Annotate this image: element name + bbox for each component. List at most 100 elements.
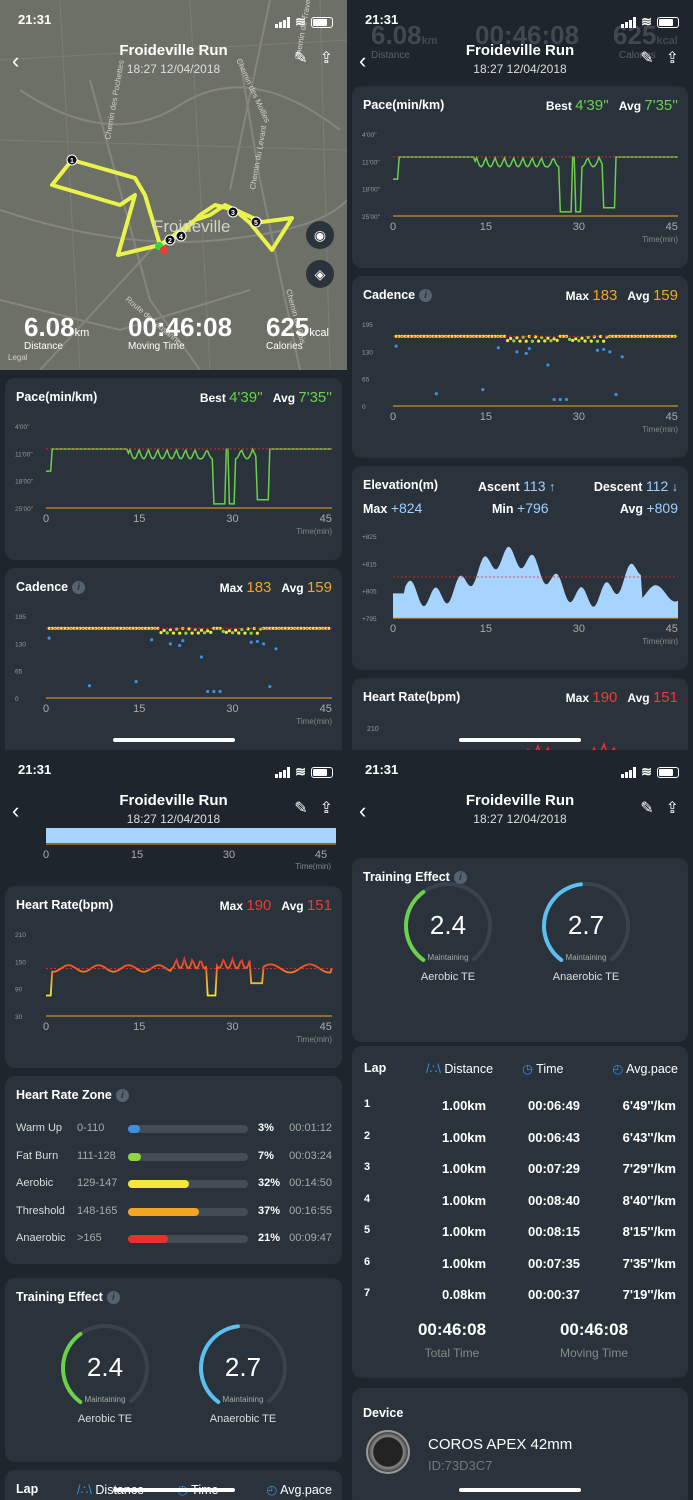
zone-percent: 37% bbox=[258, 1204, 281, 1217]
share-icon[interactable]: ⇪ bbox=[319, 800, 333, 817]
lap-row[interactable]: 4 1.00km 00:08:40 8'40''/km bbox=[364, 1193, 676, 1213]
cadence-point bbox=[274, 626, 278, 630]
signal-icon bbox=[275, 766, 291, 778]
cadence-point bbox=[478, 334, 482, 338]
gauge-label: Anaerobic TE bbox=[553, 971, 619, 983]
cadence-point bbox=[146, 626, 151, 630]
marker-5: 5 bbox=[254, 220, 258, 227]
signal-icon bbox=[621, 16, 637, 28]
lap-distance: 1.00km bbox=[442, 1161, 487, 1176]
share-icon[interactable]: ⇪ bbox=[665, 50, 679, 67]
route-map[interactable]: 1 2 3 4 5 Chemin des Pochettes Chemin de… bbox=[0, 0, 347, 371]
cadence-point bbox=[268, 684, 272, 689]
x-tick: 45 bbox=[320, 1021, 332, 1033]
back-icon[interactable]: ‹ bbox=[12, 798, 20, 823]
activity-title: Froideville Run bbox=[465, 42, 575, 59]
distance-header: Distance bbox=[444, 1062, 494, 1076]
cadence-point bbox=[611, 334, 615, 338]
y-tick: 25'00'' bbox=[15, 506, 33, 513]
lap-header: Lap bbox=[364, 1061, 387, 1075]
lap-number: 3 bbox=[364, 1161, 371, 1173]
edit-icon[interactable]: ✎ bbox=[294, 50, 308, 67]
battery-icon bbox=[657, 16, 679, 28]
y-tick: +815 bbox=[362, 561, 377, 568]
edit-icon[interactable]: ✎ bbox=[640, 50, 654, 67]
cadence-point bbox=[496, 346, 500, 350]
x-axis-unit: Time(min) bbox=[296, 717, 332, 726]
status-bar: 21:31 ≋ bbox=[18, 762, 333, 782]
calories-label: Calories bbox=[266, 341, 303, 352]
y-tick: 25'00'' bbox=[362, 214, 380, 221]
y-tick: +825 bbox=[362, 534, 377, 541]
lap-row[interactable]: 1 1.00km 00:06:49 6'49''/km bbox=[364, 1098, 676, 1118]
stopwatch-icon: ◴ bbox=[612, 1062, 624, 1076]
lap-pace: 8'15''/km bbox=[622, 1224, 676, 1239]
svg-text:30: 30 bbox=[223, 849, 235, 861]
cadence-point bbox=[524, 351, 528, 356]
info-icon[interactable]: i bbox=[419, 289, 433, 303]
device-name: COROS APEX 42mm bbox=[428, 1436, 573, 1453]
view-toggle-button[interactable]: ◉ bbox=[306, 221, 334, 249]
info-icon[interactable]: i bbox=[453, 871, 467, 885]
training-effect-card: Training Effect i 2.4 Maintaining Aerobic T… bbox=[5, 1278, 342, 1462]
pace-avg: 7'35'' bbox=[644, 97, 678, 114]
lap-number: 4 bbox=[364, 1192, 371, 1205]
time-label: Moving Time bbox=[128, 341, 185, 352]
info-icon[interactable]: i bbox=[106, 1291, 120, 1305]
stopwatch-icon: ◴ bbox=[266, 1483, 278, 1497]
gauge-label: Anaerobic TE bbox=[210, 1413, 276, 1425]
y-tick: 11'00'' bbox=[362, 159, 380, 166]
cadence-point bbox=[181, 639, 185, 643]
cadence-point bbox=[202, 631, 207, 635]
cadence-point bbox=[168, 628, 172, 632]
cadence-point bbox=[614, 334, 618, 338]
summary-distance: 6.08km Distance bbox=[24, 312, 89, 352]
cadence-point bbox=[178, 643, 182, 648]
edit-icon[interactable]: ✎ bbox=[640, 800, 654, 817]
gauge-status: Maintaining bbox=[428, 953, 469, 962]
marker-2: 2 bbox=[168, 238, 172, 245]
status-time: 21:31 bbox=[18, 762, 52, 777]
cadence-point bbox=[654, 334, 658, 338]
device-card: Device COROS APEX 42mm ID:73D3C7 bbox=[352, 1388, 688, 1500]
status-time: 21:31 bbox=[365, 762, 399, 777]
edit-icon[interactable]: ✎ bbox=[294, 800, 308, 817]
training-effect-title: Training Effect bbox=[16, 1290, 103, 1304]
cadence-point bbox=[419, 334, 423, 338]
activity-datetime: 18:27 12/04/2018 bbox=[126, 812, 221, 826]
cadence-point bbox=[168, 642, 172, 646]
layers-button[interactable]: ◈ bbox=[306, 260, 334, 288]
share-icon[interactable]: ⇪ bbox=[319, 50, 333, 67]
cadence-point bbox=[586, 335, 590, 340]
lap-number: 2 bbox=[364, 1129, 371, 1142]
lap-distance: 1.00km bbox=[442, 1224, 487, 1239]
back-icon[interactable]: ‹ bbox=[359, 48, 367, 73]
lap-row[interactable]: 6 1.00km 00:07:35 7'35''/km bbox=[364, 1256, 676, 1276]
home-indicator bbox=[112, 738, 235, 742]
te-gauge: 2.4 Maintaining Aerobic TE bbox=[61, 1324, 149, 1425]
cadence-point bbox=[490, 334, 494, 338]
hr-max: 190 bbox=[246, 897, 272, 914]
lap-row[interactable]: 3 1.00km 00:07:29 7'29''/km bbox=[364, 1161, 676, 1181]
lap-row[interactable]: 2 1.00km 00:06:43 6'43''/km bbox=[364, 1130, 676, 1150]
cadence-point bbox=[583, 339, 587, 343]
cadence-point bbox=[78, 626, 82, 630]
cadence-point bbox=[434, 334, 438, 338]
share-icon[interactable]: ⇪ bbox=[665, 800, 679, 817]
hr-avg: 151 bbox=[652, 689, 678, 706]
lap-row[interactable]: 7 0.08km 00:00:37 7'19''/km bbox=[364, 1287, 676, 1307]
status-bar: 21:31 ≋ bbox=[365, 762, 679, 782]
y-tick: 0 bbox=[15, 696, 19, 703]
map-legal: Legal bbox=[8, 353, 28, 362]
cadence-point bbox=[598, 334, 603, 339]
cadence-point bbox=[481, 388, 485, 392]
back-icon[interactable]: ‹ bbox=[12, 48, 20, 73]
hr-peek-marks bbox=[527, 741, 616, 750]
lap-header: Lap bbox=[16, 1482, 39, 1496]
info-icon[interactable]: i bbox=[72, 581, 86, 595]
back-icon[interactable]: ‹ bbox=[359, 798, 367, 823]
zone-percent: 7% bbox=[258, 1149, 274, 1162]
lap-row[interactable]: 5 1.00km 00:08:15 8'15''/km bbox=[364, 1224, 676, 1244]
info-icon[interactable]: i bbox=[115, 1089, 129, 1103]
cadence-point bbox=[515, 350, 519, 354]
